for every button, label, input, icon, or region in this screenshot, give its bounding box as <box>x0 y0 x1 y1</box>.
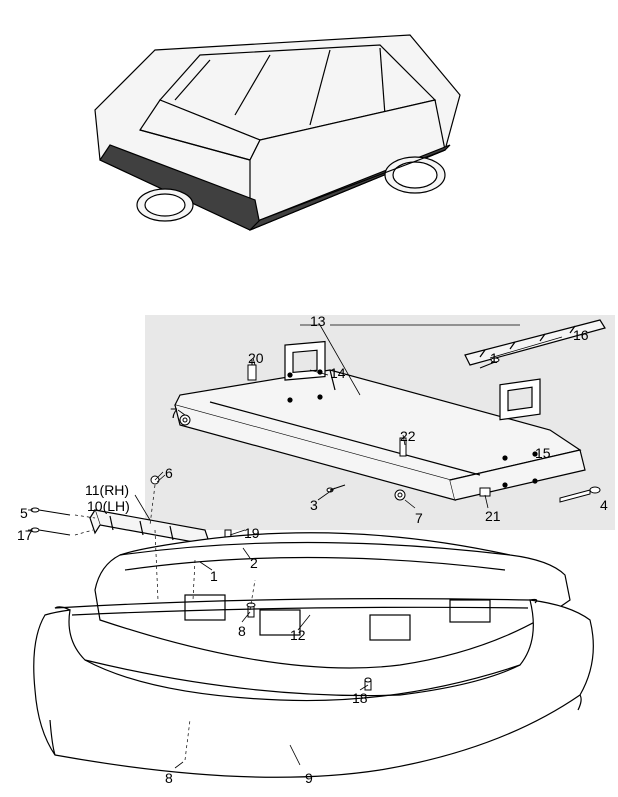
label-18: 18 <box>352 690 368 706</box>
label-22: 22 <box>400 428 416 444</box>
label-5: 5 <box>20 505 28 521</box>
part-8-clip-upper <box>247 603 255 617</box>
car-body <box>95 35 460 230</box>
label-11: 11(RH) <box>85 482 129 498</box>
label-3: 3 <box>310 497 318 513</box>
label-15: 15 <box>535 445 551 461</box>
label-1b: 1 <box>210 568 218 584</box>
label-6: 6 <box>165 465 173 481</box>
label-13: 13 <box>310 313 326 329</box>
part-21-nut <box>480 488 490 496</box>
label-16: 16 <box>573 327 589 343</box>
part-18-clip <box>365 678 371 690</box>
part-7-nut-left <box>180 415 190 425</box>
part-17-bolt <box>31 528 70 535</box>
label-1: 1 <box>490 350 498 366</box>
label-7: 7 <box>170 405 178 421</box>
label-17: 17 <box>17 527 33 543</box>
label-20: 20 <box>248 350 264 366</box>
diagram-svg <box>0 0 618 797</box>
label-2: 2 <box>250 555 258 571</box>
part-7-nut-right <box>395 490 405 500</box>
label-7b: 7 <box>415 510 423 526</box>
label-19: 19 <box>244 525 260 541</box>
label-9: 9 <box>305 770 313 786</box>
label-8b: 8 <box>165 770 173 786</box>
label-14: 14 <box>330 365 346 381</box>
label-12: 12 <box>290 627 306 643</box>
label-8: 8 <box>238 623 246 639</box>
bumper-diagram: 11234567788910(LH)11(RH)1213141516171819… <box>0 0 618 797</box>
label-4: 4 <box>600 497 608 513</box>
label-21: 21 <box>485 508 501 524</box>
part-5-bolt <box>31 508 70 515</box>
part-12-absorber <box>95 533 570 668</box>
label-10: 10(LH) <box>87 498 130 514</box>
